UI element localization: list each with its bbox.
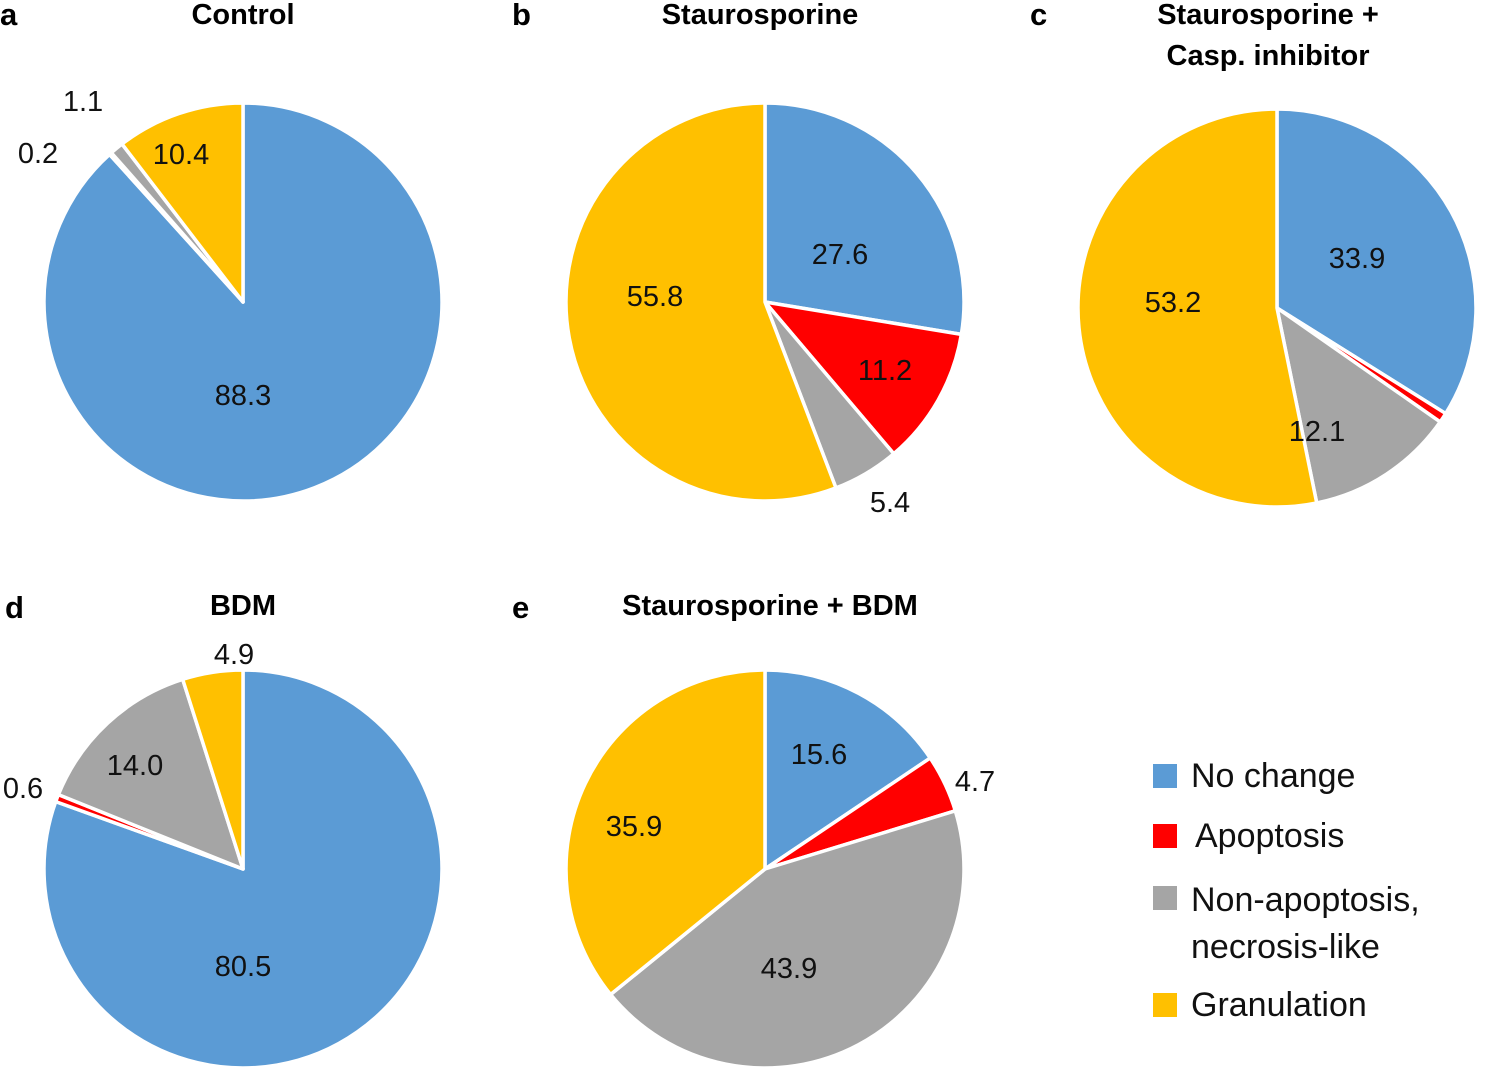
panel-title-c-line-2: Casp. inhibitor — [1167, 40, 1370, 72]
slice-label-granulation: 35.9 — [606, 811, 662, 843]
slice-label-apoptosis: 11.2 — [858, 355, 912, 387]
legend-item-non-apoptosis: Non-apoptosis, necrosis-like — [1153, 881, 1420, 966]
slice-label-no-change: 88.3 — [215, 380, 271, 412]
legend-swatch-apoptosis — [1153, 824, 1177, 848]
panel-c: c Staurosporine + Casp. inhibitor 33.90.… — [1030, 0, 1478, 509]
pie-slice-granulation — [180, 668, 245, 871]
slice-label-apoptosis: 0.6 — [3, 773, 43, 805]
legend: No change Apoptosis Non-apoptosis, necro… — [1153, 757, 1420, 1024]
pie-slice-granulation — [564, 668, 767, 997]
panel-title-c-line-1: Staurosporine + — [1157, 0, 1379, 31]
slice-label-granulation: 10.4 — [153, 139, 209, 171]
slice-label-non-apoptosis: 14.0 — [107, 750, 163, 782]
slice-label-apoptosis: 4.7 — [955, 766, 995, 798]
panel-title-e: Staurosporine + BDM — [622, 590, 918, 622]
pie-slice-granulation — [564, 101, 838, 503]
pie-slice-non-apoptosis — [608, 809, 966, 1070]
legend-label-non-apoptosis-line-2: necrosis-like — [1191, 928, 1380, 966]
legend-label-no-change: No change — [1191, 757, 1355, 795]
legend-item-no-change: No change — [1153, 757, 1355, 795]
legend-swatch-no-change — [1153, 764, 1177, 788]
pie-slice-granulation — [1076, 107, 1319, 509]
panel-letter-a: a — [0, 0, 18, 32]
legend-swatch-granulation — [1153, 993, 1177, 1017]
pie-chart-bdm: 80.5 0.6 14.0 4.9 — [3, 639, 444, 1070]
pie-slice-granulation — [120, 101, 245, 304]
panel-d: d BDM 80.5 0.6 14.0 4.9 — [3, 590, 444, 1070]
slice-label-granulation: 4.9 — [214, 639, 254, 671]
slice-label-no-change: 27.6 — [812, 239, 868, 271]
panel-letter-b: b — [512, 0, 531, 32]
panel-e: e Staurosporine + BDM 15.6 4.7 43.9 35.9 — [512, 590, 995, 1070]
slice-label-apoptosis: 0.2 — [18, 138, 58, 170]
slice-label-granulation: 55.8 — [627, 281, 683, 313]
slice-label-non-apoptosis: 12.1 — [1289, 416, 1345, 448]
legend-label-non-apoptosis-line-1: Non-apoptosis, — [1191, 881, 1420, 919]
panel-title-a: Control — [191, 0, 294, 31]
panel-letter-e: e — [512, 590, 529, 625]
panel-letter-d: d — [5, 590, 24, 625]
legend-item-apoptosis: Apoptosis — [1153, 817, 1344, 855]
pie-chart-staurosporine-bdm: 15.6 4.7 43.9 35.9 — [564, 668, 995, 1070]
panel-title-b: Staurosporine — [662, 0, 859, 31]
pie-chart-staurosporine-casp-inhibitor: 33.90.812.153.2 — [1076, 107, 1478, 509]
slice-label-no-change: 33.9 — [1329, 243, 1385, 275]
panel-title-d: BDM — [210, 590, 276, 622]
panel-a: a Control 88.3 0.21.1 10.4 — [0, 0, 444, 503]
slice-label-non-apoptosis: 1.1 — [63, 86, 103, 118]
pie-chart-control: 88.3 0.21.1 10.4 — [18, 86, 444, 503]
panel-b: b Staurosporine 27.6 11.2 5.4 55.8 — [512, 0, 966, 519]
slice-label-no-change: 15.6 — [791, 739, 847, 771]
legend-label-apoptosis: Apoptosis — [1195, 817, 1344, 855]
pie-slice-no-change — [42, 668, 444, 1070]
pie-chart-staurosporine: 27.6 11.2 5.4 55.8 — [564, 101, 966, 519]
legend-swatch-non-apoptosis — [1153, 886, 1177, 910]
legend-label-granulation: Granulation — [1191, 986, 1367, 1024]
pie-slice-no-change — [763, 101, 966, 337]
pie-slice-no-change — [763, 668, 932, 871]
panel-letter-c: c — [1030, 0, 1047, 32]
slice-label-non-apoptosis: 5.4 — [870, 487, 910, 519]
slice-label-no-change: 80.5 — [215, 951, 271, 983]
legend-item-granulation: Granulation — [1153, 986, 1367, 1024]
slice-label-granulation: 53.2 — [1145, 287, 1201, 319]
slice-label-non-apoptosis: 43.9 — [761, 953, 817, 985]
pie-slice-non-apoptosis — [1275, 306, 1442, 505]
pie-slice-apoptosis — [763, 300, 964, 456]
